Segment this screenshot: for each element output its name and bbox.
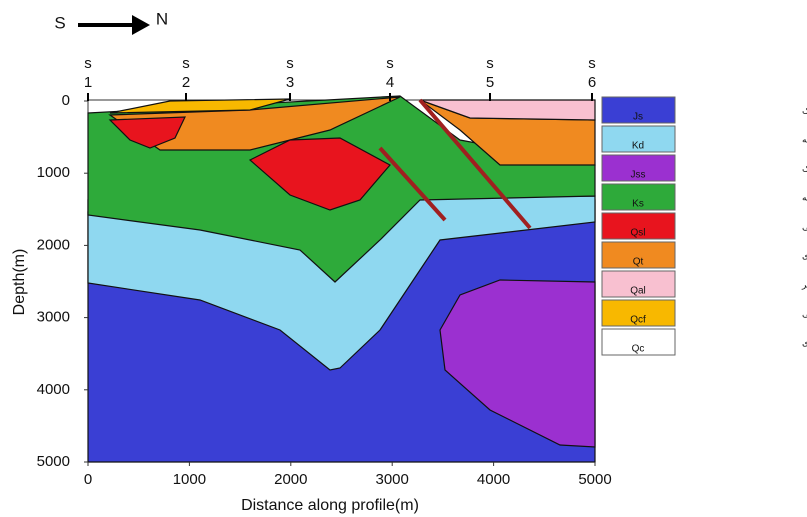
legend-description: دولومیت کرتاسه <box>802 134 807 145</box>
legend-code: Jss <box>631 170 646 181</box>
legend-code: Qsl <box>631 228 646 239</box>
legend-code: Js <box>633 112 643 123</box>
legend-code: Kd <box>632 141 644 152</box>
x-tick-label: 2000 <box>274 471 307 488</box>
geology <box>88 96 595 462</box>
legend-description: نهشته رسوبی عهد حاضر <box>801 279 807 290</box>
station-letter: s <box>486 55 494 72</box>
x-axis-label: Distance along profile(m) <box>241 497 419 514</box>
legend-code: Qt <box>633 257 644 268</box>
y-tick-label: 1000 <box>37 164 70 181</box>
station-number: 6 <box>588 74 596 91</box>
y-tick-label: 3000 <box>37 309 70 326</box>
y-axis-label: Depth(m) <box>11 249 28 316</box>
y-tick-label: 0 <box>62 92 70 109</box>
station-letter: s <box>84 55 92 72</box>
station-number: 1 <box>84 74 92 91</box>
station-number: 5 <box>486 74 494 91</box>
station-number: 4 <box>386 74 394 91</box>
x-tick-label: 0 <box>84 471 92 488</box>
legend-description: دریاچه نمکی <box>802 221 807 232</box>
legend-description: آبرفتهای آواری کواترنری <box>802 249 807 261</box>
legend-code: Qal <box>630 286 646 297</box>
station-number: 2 <box>182 74 190 91</box>
x-tick-label: 3000 <box>376 471 409 488</box>
x-tick-label: 1000 <box>173 471 206 488</box>
legend-description: پهنه رسی <box>802 308 807 319</box>
station-letter: s <box>588 55 596 72</box>
station-letter: s <box>182 55 190 72</box>
direction-from: S <box>54 13 65 32</box>
legend-description: ماسه سنگ ژوراسیک <box>802 162 807 174</box>
x-tick-label: 4000 <box>477 471 510 488</box>
legend-code: Ks <box>632 199 644 210</box>
x-tick-label: 5000 <box>578 471 611 488</box>
y-tick-label: 2000 <box>37 236 70 253</box>
direction-to: N <box>156 9 168 28</box>
station-letter: s <box>286 55 294 72</box>
y-tick-label: 4000 <box>37 381 70 398</box>
legend-code: Qcf <box>630 315 646 326</box>
legend-description: تناوب اسلیت های آهکی و آهک کرتاسه <box>802 191 807 203</box>
legend-code: Qc <box>632 344 645 355</box>
arrow-head <box>132 15 150 35</box>
legend-description: زمین های کشاورزی <box>802 337 807 348</box>
y-tick-label: 5000 <box>37 453 70 470</box>
station-number: 3 <box>286 74 294 91</box>
legend-description: شیل و ماسه سنگ ژوراسیک <box>802 104 807 116</box>
cross-section: S N Depth(m) Distance along profile(m) 0… <box>0 0 807 517</box>
station-letter: s <box>386 55 394 72</box>
